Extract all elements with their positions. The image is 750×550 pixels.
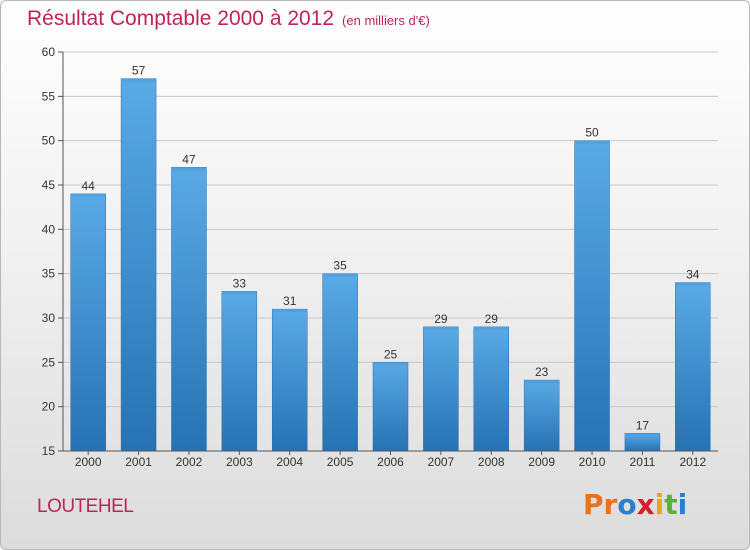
bar [221, 291, 258, 452]
x-tick-label: 2009 [528, 455, 555, 469]
bar-top-highlight [624, 433, 660, 437]
y-tick-label: 20 [42, 400, 56, 414]
bar-top-highlight [171, 167, 207, 171]
chart-title-text: Résultat Comptable 2000 à 2012 [27, 7, 335, 30]
bar-top-highlight [272, 309, 308, 313]
bar [271, 308, 308, 452]
proxiti-logo: Proxiti [583, 488, 687, 521]
bar-value-label: 29 [485, 312, 499, 326]
x-tick-label: 2000 [75, 455, 102, 469]
bar [473, 326, 510, 452]
bar-value-label: 17 [636, 418, 650, 432]
bar-top-highlight [70, 193, 106, 197]
bar-value-label: 25 [384, 347, 398, 361]
x-tick-label: 2008 [478, 455, 505, 469]
x-tick-label: 2006 [377, 455, 404, 469]
bar-value-label: 57 [132, 64, 146, 78]
logo-letter: i [654, 488, 665, 521]
bar-top-highlight [574, 140, 610, 144]
bar [171, 167, 207, 452]
bar [574, 140, 610, 452]
x-tick-label: 2001 [125, 455, 152, 469]
logo-letter: x [636, 488, 655, 521]
bar-value-label: 34 [686, 268, 700, 282]
logo-letter: P [583, 488, 604, 521]
bar [675, 282, 711, 452]
bar-top-highlight [524, 380, 560, 384]
x-tick-label: 2003 [226, 455, 253, 469]
bar-layer: 44 57 47 33 31 35 25 29 29 23 50 17 34 [70, 64, 711, 452]
y-tick-label: 35 [42, 267, 56, 281]
logo-letter: o [617, 488, 637, 521]
x-tick-label: 2011 [630, 455, 656, 469]
bar-top-highlight [675, 282, 711, 286]
bar-top-highlight [221, 291, 257, 295]
y-tick-label: 40 [42, 222, 56, 236]
bar-top-highlight [373, 362, 408, 366]
bar-value-label: 31 [283, 294, 297, 308]
x-tick-label: 2007 [428, 455, 455, 469]
commune-name: LOUTEHEL [37, 496, 134, 517]
logo-letter: i [677, 488, 688, 521]
y-tick-label: 55 [42, 89, 56, 103]
bar-value-label: 44 [82, 179, 96, 193]
bar-value-label: 33 [233, 276, 247, 290]
bar [70, 193, 106, 452]
bar-value-label: 23 [535, 365, 549, 379]
bar [523, 379, 560, 452]
bar [372, 362, 409, 452]
y-tick-label: 45 [42, 178, 56, 192]
x-tick-label: 2002 [176, 455, 203, 469]
axis-layer: 15 20 25 30 35 40 45 50 55 60 2000 2001 2002 2003 2004… [42, 45, 718, 469]
logo-letter: t [664, 488, 678, 521]
chart-subtitle: (en milliers d'€) [342, 13, 430, 28]
x-tick-label: 2010 [579, 455, 606, 469]
y-tick-label: 15 [42, 444, 56, 458]
bar-value-label: 35 [333, 259, 347, 273]
x-tick-label: 2005 [327, 455, 354, 469]
bar-value-label: 47 [182, 152, 196, 166]
bar-value-label: 29 [434, 312, 448, 326]
y-tick-label: 30 [42, 311, 56, 325]
bar [423, 326, 459, 452]
y-tick-label: 50 [42, 134, 56, 148]
y-tick-label: 25 [42, 355, 56, 369]
bar-top-highlight [322, 273, 358, 277]
x-tick-label: 2012 [679, 455, 706, 469]
chart-title: Résultat Comptable 2000 à 2012 (en millie… [27, 7, 430, 31]
bar-top-highlight [121, 78, 157, 82]
bar [120, 78, 157, 452]
logo-letter: r [603, 488, 618, 521]
bar-value-label: 50 [585, 126, 599, 140]
bar-chart: 44 57 47 33 31 35 25 29 29 23 50 17 34 15 20 25 30 35 40 4… [42, 45, 718, 469]
y-tick-label: 60 [42, 45, 56, 59]
x-tick-label: 2004 [276, 455, 303, 469]
bar-top-highlight [423, 326, 459, 330]
bar-top-highlight [473, 326, 509, 330]
bar [322, 273, 358, 452]
